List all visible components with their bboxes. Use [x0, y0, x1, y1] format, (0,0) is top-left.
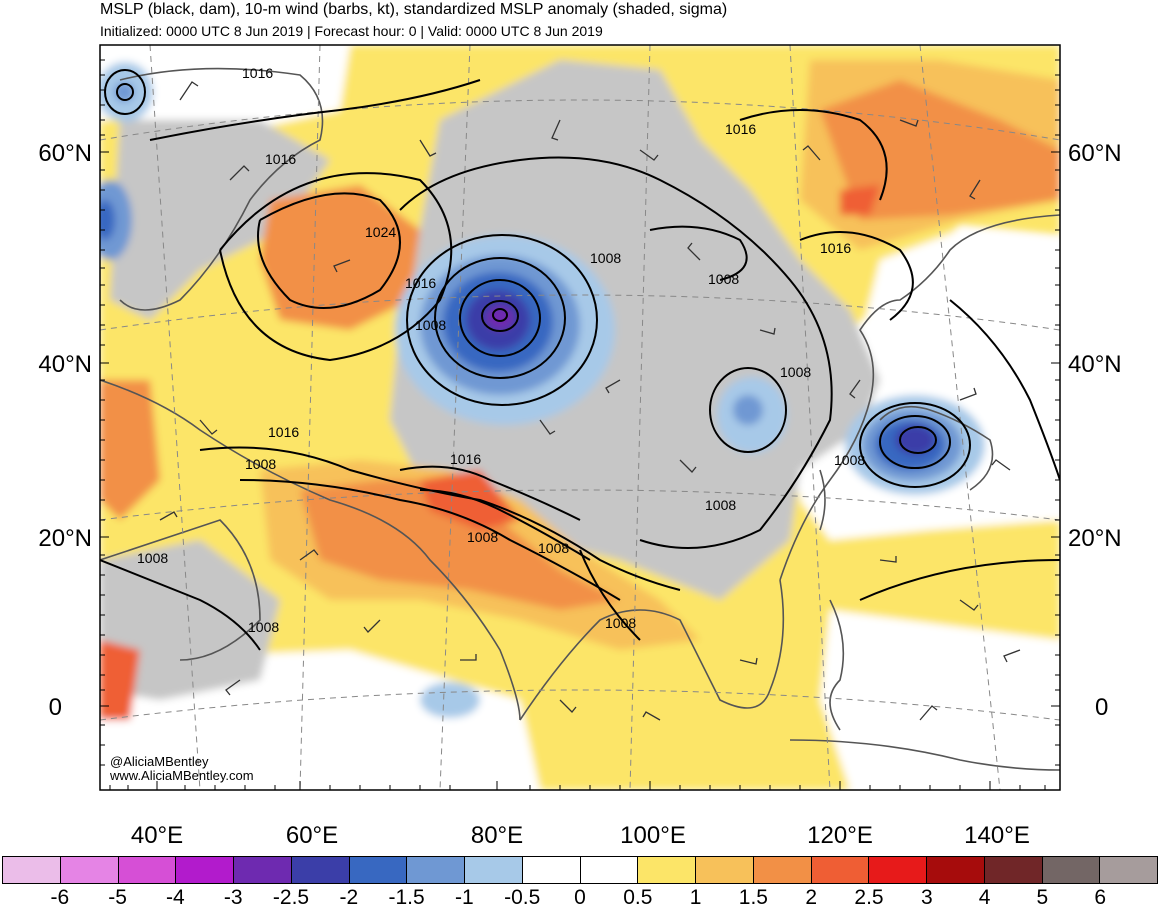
colorbar-swatch — [753, 857, 812, 883]
contour-label: 1008 — [708, 271, 739, 287]
coastlines — [100, 67, 1060, 771]
colorbar-swatch — [60, 857, 119, 883]
colorbar-label: -1 — [455, 886, 474, 909]
contour-label: 1008 — [467, 529, 498, 545]
colorbar-label: 5 — [1036, 886, 1049, 909]
chart-title: MSLP (black, dam), 10-m wind (barbs, kt)… — [100, 1, 728, 18]
lat-label-left: 40°N — [38, 351, 92, 378]
contour-label: 1008 — [590, 250, 621, 266]
contour-label: 1016 — [725, 121, 756, 137]
contour-label: 1016 — [268, 424, 299, 440]
colorbar-swatch — [407, 857, 465, 883]
contour-label: 1008 — [605, 615, 636, 631]
contour-label: 1016 — [820, 240, 851, 256]
lon-label: 120°E — [807, 822, 873, 849]
colorbar-label: 3 — [920, 886, 933, 909]
credit-url: www.AliciaMBentley.com — [110, 768, 254, 783]
credit-handle: @AliciaMBentley — [110, 754, 209, 769]
colorbar-swatch — [1042, 857, 1101, 883]
colorbar-label: -2.5 — [272, 886, 310, 909]
contour-label: 1016 — [405, 275, 436, 291]
contour-label: 1008 — [248, 619, 279, 635]
colorbar-label: 0 — [574, 886, 586, 909]
contour-label: 1008 — [705, 497, 736, 513]
lon-label: 60°E — [286, 822, 338, 849]
graticule — [100, 45, 1060, 790]
lon-label: 80°E — [471, 822, 523, 849]
lon-label: 140°E — [964, 822, 1030, 849]
colorbar-swatch — [1100, 857, 1157, 883]
lat-label-right: 40°N — [1068, 351, 1122, 378]
colorbar-label: 2 — [805, 886, 818, 909]
colorbar-label: -3 — [223, 886, 243, 909]
colorbar-swatch — [234, 857, 292, 883]
colorbar-label: 2.5 — [854, 886, 884, 909]
map-frame — [99, 44, 1061, 791]
contour-label: 1008 — [137, 550, 168, 566]
colorbar-swatch — [349, 857, 408, 883]
colorbar-swatch — [811, 857, 870, 883]
colorbar-label: 0.5 — [623, 886, 653, 909]
mslp-contours — [100, 69, 1060, 651]
colorbar-label: 6 — [1094, 886, 1107, 909]
lat-labels: 60°N 40°N 20°N 0 60°N 40°N 20°N 0 — [38, 140, 1121, 721]
contour-labels: 1016 1016 1016 1024 1016 1008 1008 1008 … — [137, 65, 865, 635]
colorbar-label: -2 — [339, 886, 359, 909]
colorbar-swatch — [522, 857, 581, 883]
tick-marks — [100, 59, 1060, 790]
colorbar-label: 4 — [978, 886, 991, 909]
contour-label: 1008 — [780, 364, 811, 380]
colorbar-swatch — [118, 857, 177, 883]
contour-label: 1008 — [245, 456, 276, 472]
colorbar-swatch — [869, 857, 927, 883]
contour-label: 1008 — [834, 452, 865, 468]
colorbar-swatch — [3, 857, 61, 883]
contour-label: 1024 — [365, 224, 396, 240]
colorbar-swatch — [580, 857, 639, 883]
colorbar-label: 1 — [689, 886, 702, 909]
colorbar-swatch — [291, 857, 350, 883]
colorbar-label: -0.5 — [504, 886, 541, 909]
colorbar-label: -6 — [50, 886, 70, 909]
lat-label-right: 0 — [1095, 694, 1108, 721]
chart-subtitle: Initialized: 0000 UTC 8 Jun 2019 | Forec… — [100, 23, 603, 39]
colorbar-label: -5 — [108, 886, 127, 909]
lon-labels: 40°E 60°E 80°E 100°E 120°E 140°E — [131, 822, 1030, 849]
colorbar-swatch — [176, 857, 234, 883]
lat-label-left: 20°N — [38, 525, 92, 552]
lat-label-left: 0 — [49, 694, 62, 721]
contour-label: 1016 — [242, 65, 273, 81]
colorbar-label: -4 — [166, 886, 185, 909]
colorbar — [2, 856, 1158, 884]
lat-label-right: 60°N — [1068, 140, 1122, 167]
lon-label: 40°E — [131, 822, 183, 849]
contour-label: 1008 — [415, 317, 446, 333]
contour-label: 1016 — [265, 151, 296, 167]
colorbar-swatch — [638, 857, 696, 883]
anomaly-shading — [100, 45, 1060, 790]
lat-label-left: 60°N — [38, 140, 92, 167]
colorbar-label: 1.5 — [738, 886, 768, 909]
colorbar-swatch — [465, 857, 523, 883]
lon-label: 100°E — [620, 822, 686, 849]
contour-label: 1008 — [538, 540, 569, 556]
lat-label-right: 20°N — [1068, 525, 1122, 552]
colorbar-swatch — [696, 857, 754, 883]
colorbar-swatch — [984, 857, 1043, 883]
contour-label: 1016 — [450, 451, 481, 467]
wind-barbs — [159, 81, 1021, 721]
colorbar-swatch — [927, 857, 985, 883]
colorbar-label: -1.5 — [388, 886, 425, 909]
